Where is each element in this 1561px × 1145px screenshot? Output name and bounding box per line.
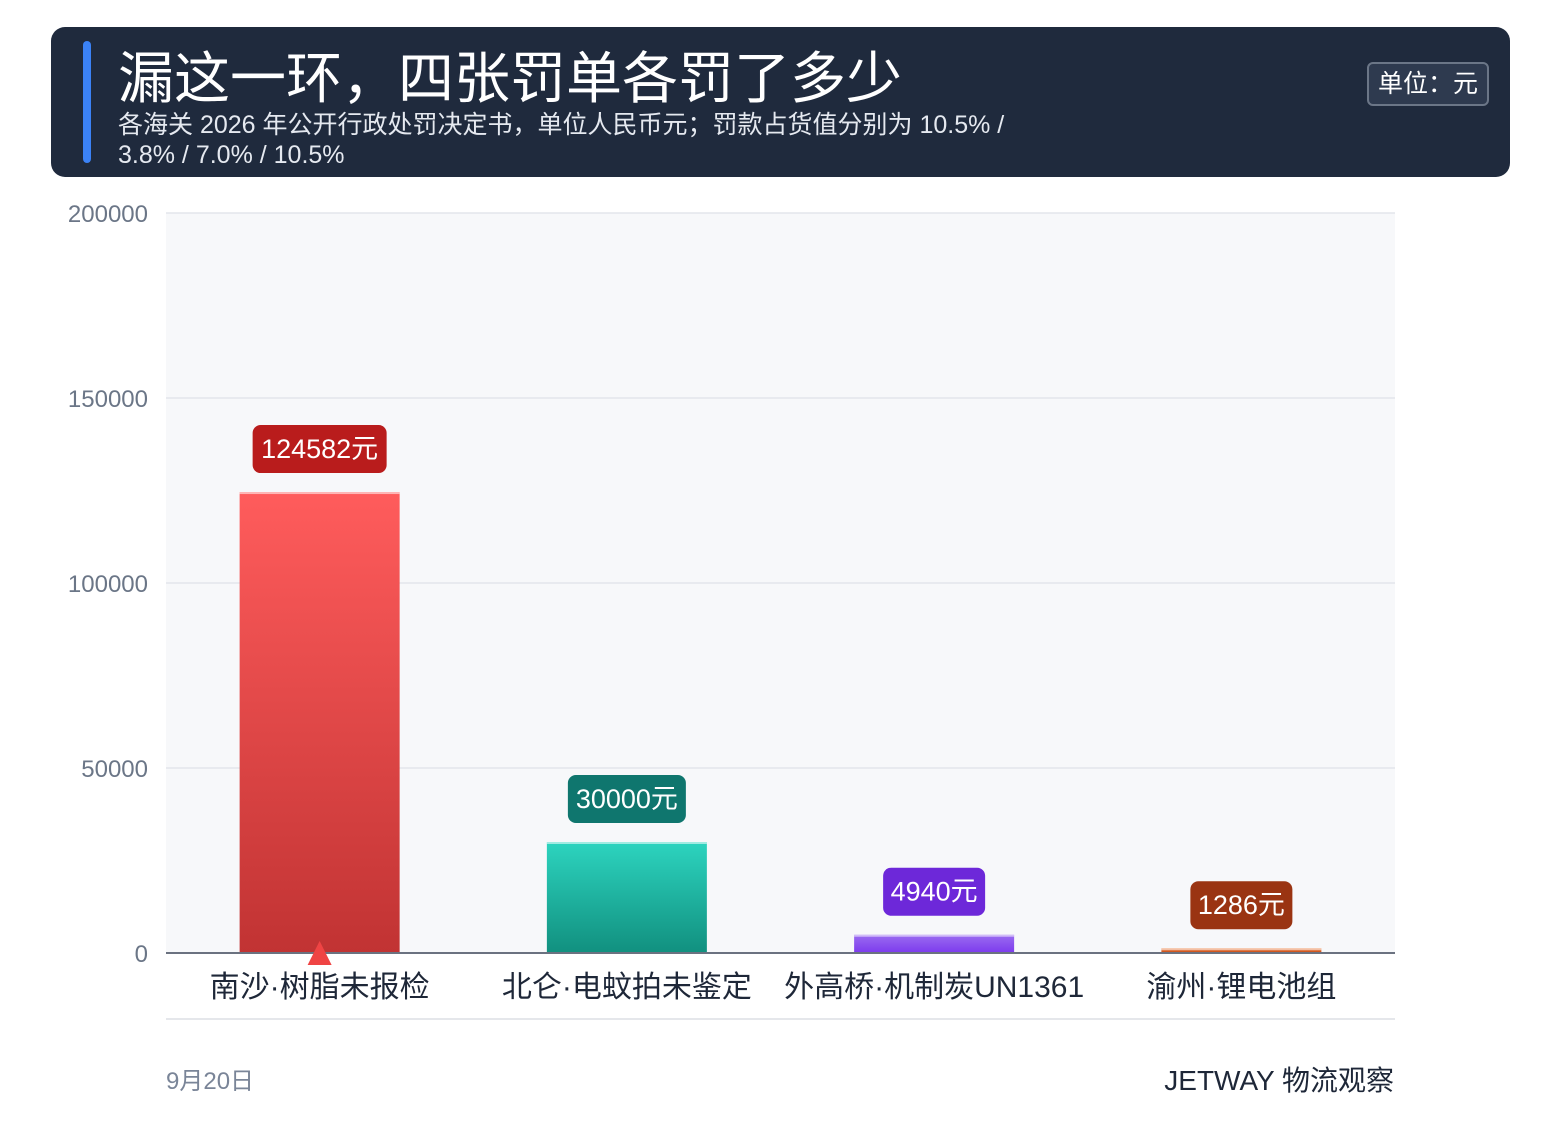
y-tick-label: 0 [135,941,148,968]
y-tick-label: 50000 [81,756,148,783]
highlight-marker-icon [307,941,332,965]
data-label-badge [1190,881,1293,930]
bar-top-highlight [1161,948,1322,951]
y-axis-ticks: 0 50000 100000 150000 200000 [68,201,148,968]
x-tick-label: 北仑·电蚊拍未鉴定 [502,971,752,1004]
data-labels: 124582元 30000元 4940元 1286元 [252,425,1293,965]
data-label: 30000元 [576,784,678,814]
data-label-badge [883,867,986,916]
bar-top-highlight [546,842,707,844]
bar [1161,948,1322,953]
x-tick-label: 南沙·树脂未报检 [210,971,430,1004]
x-tick-label: 外高桥·机制炭UN1361 [784,971,1084,1004]
footer-date: 9月20日 [166,1068,255,1095]
bars [239,492,1322,953]
bar-top-highlight [239,492,400,495]
y-tick-label: 100000 [68,571,148,598]
bar [239,492,400,953]
x-axis-ticks: 南沙·树脂未报检 北仑·电蚊拍未鉴定 外高桥·机制炭UN1361 渝州·锂电池组 [210,971,1337,1004]
y-tick-label: 200000 [68,201,148,228]
data-label: 1286元 [1198,890,1285,920]
bar [546,842,707,953]
chart-subtitle: 各海关 2026 年公开行政处罚决定书，单位人民币元；罚款占货值分别为 10.5… [118,111,1005,169]
header-banner: 漏这一环，四张罚单各罚了多少 各海关 2026 年公开行政处罚决定书，单位人民币… [51,27,1510,177]
unit-badge: 单位：元 [1367,62,1489,106]
data-label-badge [567,775,686,823]
data-label: 4940元 [891,877,978,907]
data-label: 124582元 [261,434,378,464]
y-tick-label: 150000 [68,386,148,413]
chart-title: 漏这一环，四张罚单各罚了多少 [118,47,902,110]
x-tick-label: 渝州·锂电池组 [1146,971,1336,1004]
bar [854,934,1015,953]
data-label-badge [252,425,387,474]
footer-brand: JETWAY 物流观察 [1164,1065,1394,1096]
accent-bar [83,41,91,163]
bar-top-highlight [854,934,1015,937]
